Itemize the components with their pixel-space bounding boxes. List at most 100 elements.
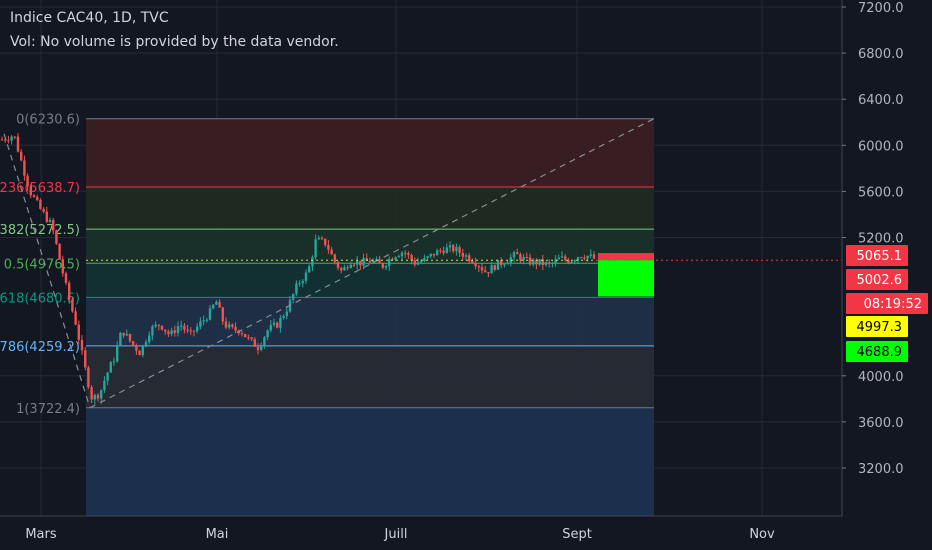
candle-body-39	[125, 333, 128, 336]
candle-body-61	[196, 326, 199, 332]
candle-body-170	[544, 262, 548, 265]
candle-body-166	[532, 259, 535, 265]
candle-body-70	[224, 321, 228, 328]
candle-body-150	[480, 267, 484, 271]
candle-body-15	[48, 219, 52, 222]
candle-body-91	[292, 293, 295, 300]
candle-body-65	[208, 308, 212, 320]
candle-body-55	[176, 326, 180, 333]
candle-body-36	[116, 345, 119, 362]
x-tick-label-1: Mai	[206, 527, 229, 542]
candle-body-44	[141, 345, 144, 356]
x-tick-label-0: Mars	[25, 527, 57, 542]
candle-body-138	[442, 250, 445, 254]
price-label-4: 4688.9	[857, 345, 903, 360]
candle-body-179	[573, 260, 576, 262]
candle-body-158	[506, 262, 509, 265]
candle-body-162	[519, 254, 522, 261]
price-label-bg-2	[846, 293, 928, 314]
candle-body-22	[71, 299, 74, 312]
candle-body-77	[247, 337, 250, 339]
candle-body-6	[20, 151, 23, 161]
candle-body-71	[228, 324, 231, 328]
candles	[0, 133, 596, 405]
fib-label-3: 0.5(4976.5)	[4, 257, 80, 272]
candle-body-48	[154, 324, 157, 327]
price-label-bg-1	[846, 269, 908, 290]
candle-body-159	[509, 257, 512, 263]
candle-body-178	[570, 261, 573, 264]
candle-body-27	[87, 367, 90, 388]
candle-body-133	[426, 256, 429, 259]
candle-body-29	[93, 394, 96, 400]
candle-body-96	[308, 266, 311, 273]
candle-body-64	[205, 319, 208, 321]
candle-body-72	[231, 324, 234, 328]
candle-body-182	[583, 257, 586, 259]
candle-body-154	[493, 265, 496, 270]
candle-body-124	[397, 256, 400, 258]
candle-body-110	[352, 264, 356, 266]
candle-body-120	[384, 266, 388, 268]
candle-body-99	[317, 237, 320, 240]
chart-title: Indice CAC40, 1D, TVC	[10, 10, 169, 26]
candle-body-184	[589, 254, 592, 256]
candle-body-82	[263, 337, 266, 346]
fib-label-2: 382(5272.5)	[0, 223, 80, 238]
candle-body-30	[96, 394, 100, 399]
candle-body-54	[173, 330, 176, 333]
candle-body-115	[368, 260, 372, 263]
candle-body-34	[109, 362, 112, 373]
fib-zone-3	[86, 263, 654, 298]
candle-body-180	[576, 257, 580, 261]
candle-body-121	[388, 259, 391, 267]
candle-body-16	[52, 219, 55, 231]
y-tick-label-6: 4000.0	[858, 370, 904, 385]
candle-body-155	[496, 260, 500, 270]
candle-body-60	[192, 330, 196, 332]
candle-body-149	[477, 266, 480, 268]
fib-label-6: 1(3722.4)	[16, 402, 80, 417]
candle-body-21	[68, 282, 71, 300]
fibonacci-retracement[interactable]: 0(6230.6) 236(5638.7) 382(5272.5) 0.5(4976.…	[0, 113, 654, 516]
candle-body-17	[55, 230, 58, 244]
candle-body-59	[189, 330, 192, 332]
candle-body-31	[100, 390, 103, 399]
candle-body-79	[253, 339, 256, 347]
fib-zone-4	[86, 297, 654, 346]
candle-body-18	[58, 243, 61, 260]
candle-body-68	[218, 301, 221, 308]
candle-body-20	[64, 273, 68, 283]
candle-body-67	[215, 301, 218, 305]
candle-body-173	[554, 259, 557, 264]
candle-body-42	[135, 345, 138, 351]
y-tick-label-8: 3200.0	[858, 462, 904, 477]
candle-body-81	[260, 345, 263, 350]
candle-body-37	[119, 332, 122, 346]
candle-body-142	[455, 247, 458, 252]
candle-body-109	[349, 264, 352, 269]
candle-body-146	[468, 255, 471, 262]
y-tick-label-5: 5200.0	[858, 232, 904, 247]
candle-body-47	[151, 326, 154, 336]
y-tick-label-1: 6800.0	[858, 47, 904, 62]
candle-body-62	[199, 321, 202, 327]
candle-body-7	[23, 160, 26, 176]
candle-body-122	[391, 259, 394, 261]
candle-body-45	[144, 342, 148, 346]
candle-body-78	[250, 337, 253, 340]
candle-body-102	[327, 245, 330, 250]
candle-body-141	[452, 245, 455, 252]
position-stop-box	[598, 253, 654, 261]
candle-body-168	[538, 259, 541, 265]
candle-body-2	[7, 140, 10, 142]
position-target-box	[598, 260, 654, 297]
candle-body-75	[240, 333, 244, 335]
candle-body-66	[212, 304, 215, 309]
candle-body-80	[256, 346, 260, 350]
candle-body-85	[272, 322, 276, 325]
trend-line-down	[3, 133, 91, 408]
y-tick-label-7: 3600.0	[858, 416, 904, 431]
